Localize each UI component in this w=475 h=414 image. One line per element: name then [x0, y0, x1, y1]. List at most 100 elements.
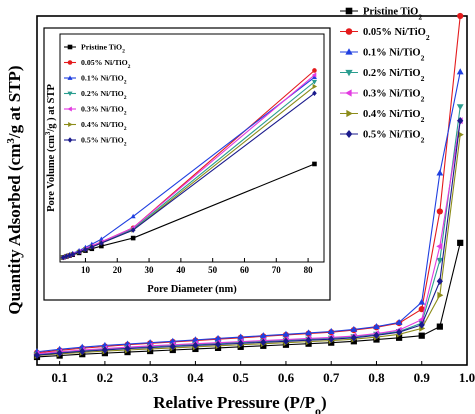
main-series-0-05-ni-tio2-point	[436, 208, 443, 215]
main-series-0-4-ni-tio2-point	[437, 291, 444, 299]
inset-series-pristine-tio2-point	[312, 161, 317, 167]
main-legend-swatch-marker	[345, 69, 353, 77]
main-series-0-1-ni-tio2-point	[327, 327, 335, 334]
main-series-0-5-ni-tio2-point	[328, 335, 335, 343]
inset-legend-label-sub: 2	[124, 126, 127, 132]
inset-series-0-1-ni-tio2-point	[130, 213, 136, 219]
main-legend-label: 0.5% Ni/TiO2	[363, 130, 425, 145]
main-series-0-1-ni-tio2-point	[418, 298, 426, 305]
main-x-tick-label: 0.3	[142, 370, 159, 385]
main-series-0-5-ni-tio2-point	[305, 336, 312, 344]
inset-series-0-5-ni-tio2-point	[83, 246, 88, 253]
inset-legend-swatch-marker	[67, 106, 72, 112]
inset-legend-item-0-5-ni-tio2: 0.5% Ni/TiO2	[64, 136, 127, 148]
main-series-0-2-ni-tio2-point	[456, 104, 464, 111]
inset-series-group	[60, 68, 318, 261]
main-x-axis-title-end: )	[321, 393, 327, 412]
inset-x-tick-label: 50	[208, 265, 218, 275]
inset-legend-swatch-marker	[67, 75, 73, 80]
inset-x-tick-label: 60	[240, 265, 250, 275]
inset-legend-label-sub: 2	[128, 64, 131, 70]
main-x-tick-label: 0.4	[187, 370, 204, 385]
main-legend-label-sub: 2	[418, 12, 422, 21]
inset-legend-label: 0.5% Ni/TiO2	[81, 136, 127, 148]
inset-series-0-5-ni-tio2-point	[76, 249, 82, 255]
main-series-0-5-ni-tio2-point	[192, 341, 199, 350]
main-legend-label-sub: 2	[426, 33, 430, 42]
main-series-0-5-ni-tio2-point	[101, 346, 108, 354]
main-legend-item-0-2-ni-tio2: 0.2% Ni/TiO2	[340, 68, 425, 83]
main-series-group	[33, 12, 464, 361]
inset-y-axis-title-main: Pore Volume (cm	[46, 135, 57, 212]
main-series-0-05-ni-tio2-point	[418, 306, 425, 313]
inset-legend-label: 0.2% Ni/TiO2	[81, 89, 127, 101]
main-x-ticks: 0.1 0.2 0.3 0.4 0.5 0.6 0.7 0.8 0.9 1.0	[52, 361, 475, 385]
main-legend-item-0-05-ni-tio2: 0.05% Ni/TiO2	[340, 27, 430, 42]
main-legend-label-text: 0.5% Ni/TiO	[363, 130, 421, 141]
main-series-pristine-tio2-line	[36, 242, 461, 358]
inset-box	[43, 27, 331, 301]
inset-x-tick-label: 20	[113, 265, 123, 275]
main-legend-label: 0.4% Ni/TiO2	[363, 109, 425, 124]
inset-x-tick-label: 70	[272, 265, 282, 275]
inset-legend-swatch-marker	[67, 60, 73, 65]
main-series-0-4-ni-tio2-point	[457, 131, 464, 139]
main-series-0-1-ni-tio2-point	[282, 330, 290, 337]
main-legend-label-sub: 2	[421, 135, 425, 144]
main-y-axis-title-main: Quantity Adsorbed (cm	[5, 144, 24, 315]
main-legend-swatch-marker	[345, 7, 353, 15]
main-series-0-1-ni-tio2-point	[214, 334, 222, 341]
main-legend-label-sub: 2	[421, 94, 425, 103]
main-legend-label-sub: 2	[421, 115, 425, 124]
main-series-0-5-ni-tio2-point	[436, 277, 443, 285]
main-series-0-2-ni-tio2-line	[36, 106, 461, 356]
main-x-tick-label: 0.7	[323, 370, 340, 385]
inset-legend-label-sub: 2	[122, 49, 125, 55]
inset-legend-item-0-1-ni-tio2: 0.1% Ni/TiO2	[64, 74, 127, 86]
main-legend-swatch-marker	[345, 48, 353, 55]
inset-series-0-5-ni-tio2-point	[64, 253, 69, 260]
main-series-0-4-ni-tio2-line	[36, 134, 461, 357]
inset-legend-label-text: 0.4% Ni/TiO	[81, 120, 124, 129]
main-legend-label: 0.1% Ni/TiO2	[363, 48, 425, 63]
main-legend-label-text: 0.2% Ni/TiO	[363, 68, 421, 79]
main-series-0-1-ni-tio2-point	[350, 325, 358, 332]
inset-legend-item-0-05-ni-tio2: 0.05% Ni/TiO2	[64, 58, 131, 70]
main-legend-label-text: 0.1% Ni/TiO	[363, 48, 421, 59]
inset-legend-swatch-marker	[68, 121, 73, 128]
main-x-axis-title-sub: o	[315, 404, 321, 414]
main-legend-label-text: 0.4% Ni/TiO	[363, 109, 421, 120]
main-legend-item-0-5-ni-tio2: 0.5% Ni/TiO2	[340, 130, 425, 145]
main-series-0-3-ni-tio2-point	[436, 242, 443, 250]
inset-series-0-5-ni-tio2-point	[99, 240, 104, 246]
inset-series-0-4-ni-tio2-point	[312, 83, 318, 89]
main-series-0-5-ni-tio2-point	[282, 337, 290, 345]
inset-y-axis-title: Pore Volume (cm3/g ) at STP	[44, 83, 57, 211]
inset-series-0-3-ni-tio2-point	[311, 72, 317, 78]
main-legend-label: 0.2% Ni/TiO2	[363, 68, 425, 83]
inset-legend-label-sub: 2	[124, 80, 127, 86]
inset-plot-frame	[59, 33, 325, 263]
inset-legend-label: 0.3% Ni/TiO2	[81, 105, 127, 117]
main-legend-item-0-1-ni-tio2: 0.1% Ni/TiO2	[340, 48, 425, 63]
main-series-0-05-ni-tio2-line	[36, 15, 461, 354]
main-series-pristine-tio2-point	[436, 323, 443, 330]
main-series-0-1-ni-tio2-point	[259, 332, 267, 339]
inset-series-0-5-ni-tio2-point	[89, 244, 95, 250]
inset-x-tick-label: 30	[145, 265, 155, 275]
inset-x-tick-label: 10	[81, 265, 91, 275]
inset-legend-label-text: 0.2% Ni/TiO	[81, 89, 124, 98]
main-series-0-5-ni-tio2-point	[237, 339, 244, 348]
main-series-0-1-ni-tio2-point	[456, 68, 464, 75]
main-series-pristine-tio2-point	[457, 239, 464, 246]
inset-legend-label-sub: 2	[124, 95, 127, 101]
main-legend-label: 0.05% Ni/TiO2	[363, 27, 430, 42]
main-x-axis-title-main: Relative Pressure (P/P	[153, 393, 315, 412]
main-y-axis-title-sup: 3	[5, 138, 17, 144]
main-x-tick-label: 0.9	[414, 370, 431, 385]
inset-x-ticks: 10 20 30 40 50 60 70 80	[81, 258, 313, 275]
main-series-0-5-ni-tio2-point	[124, 344, 131, 353]
main-series-0-3-ni-tio2-line	[36, 120, 461, 355]
